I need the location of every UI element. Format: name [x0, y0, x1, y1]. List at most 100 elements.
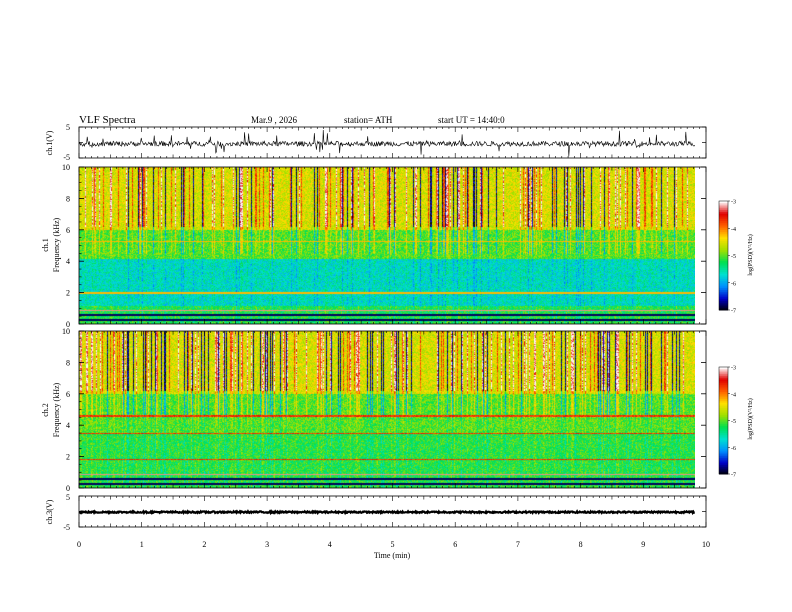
colorbar-segment	[719, 248, 728, 251]
colorbar-segment	[719, 295, 728, 298]
colorbar-segment	[719, 255, 728, 258]
ch2-freq-ylabel: Frequency (kHz)	[52, 382, 61, 437]
colorbar-segment	[719, 377, 728, 380]
colorbar-segment	[719, 260, 728, 264]
freq-tick-label: 4	[66, 421, 70, 430]
colorbar-segment	[719, 388, 728, 391]
colorbar-segment	[719, 465, 728, 468]
colorbar-segment	[719, 224, 728, 227]
colorbar-segment	[719, 386, 728, 389]
time-tick-label: 5	[391, 540, 395, 549]
spectrogram-image	[79, 167, 695, 324]
start-time-label: start UT = 14:40:0	[438, 115, 505, 125]
colorbar-segment	[719, 215, 728, 218]
colorbar-segment	[719, 271, 728, 275]
colorbar-segment	[719, 415, 728, 418]
freq-tick-label: 2	[66, 453, 70, 462]
time-axis-label: Time (min)	[374, 551, 411, 560]
colorbar-segment	[719, 299, 728, 302]
colorbar-segment	[719, 240, 728, 244]
ch2-colorbar-label: log(PSD)(V²/Hz)	[747, 398, 754, 439]
ch1-ylabel: ch.1(V)	[45, 130, 54, 155]
colorbar-tick-label: -4	[731, 227, 736, 233]
colorbar-segment	[719, 266, 728, 269]
ch2-channel-label: ch.2	[41, 403, 50, 417]
ch1-ytick-bottom: -5	[63, 153, 70, 162]
colorbar-segment	[719, 466, 728, 470]
colorbar-segment	[719, 438, 728, 441]
station-label: station= ATH	[344, 115, 393, 125]
colorbar-segment	[719, 226, 728, 229]
colorbar-segment	[719, 250, 728, 253]
colorbar-segment	[719, 449, 728, 452]
colorbar-segment	[719, 436, 728, 439]
freq-tick-label: 0	[66, 484, 70, 493]
freq-tick-label: 0	[66, 320, 70, 329]
ch1-freq-ylabel: Frequency (kHz)	[52, 217, 61, 272]
colorbar-segment	[719, 270, 728, 273]
time-tick-label: 3	[265, 540, 269, 549]
colorbar-segment	[719, 425, 728, 429]
colorbar-tick-label: -4	[731, 392, 736, 398]
colorbar-segment	[719, 220, 728, 224]
colorbar-segment	[719, 217, 728, 220]
colorbar-segment	[719, 424, 728, 427]
colorbar-segment	[719, 413, 728, 416]
colorbar-segment	[719, 459, 728, 463]
colorbar-segment	[719, 233, 728, 237]
colorbar-segment	[719, 242, 728, 246]
colorbar-segment	[719, 375, 728, 379]
colorbar-segment	[719, 367, 728, 370]
colorbar-segment	[719, 368, 728, 372]
ch3-waveform	[78, 495, 706, 528]
colorbar-segment	[719, 431, 728, 434]
ch1-colorbar: -3 -4 -5 -6 -7	[718, 200, 736, 315]
colorbar-segment	[719, 262, 728, 266]
colorbar-segment	[719, 470, 728, 473]
colorbar-segment	[719, 434, 728, 438]
colorbar-segment	[719, 202, 728, 206]
colorbar-segment	[719, 300, 728, 304]
colorbar-segment	[719, 450, 728, 454]
freq-tick-label: 8	[66, 358, 70, 367]
ch2-colorbar: -3 -4 -5 -6 -7	[718, 366, 736, 479]
colorbar-tick-label: -7	[731, 309, 736, 315]
colorbar-segment	[719, 379, 728, 382]
colorbar-segment	[719, 397, 728, 400]
colorbar-segment	[719, 213, 728, 217]
colorbar-segment	[719, 390, 728, 393]
colorbar-segment	[719, 246, 728, 249]
colorbar-segment	[719, 204, 728, 207]
colorbar-segment	[719, 282, 728, 286]
colorbar-segment	[719, 277, 728, 280]
ch1-waveform	[78, 126, 706, 159]
ch3-ytick-bottom: -5	[63, 523, 70, 532]
time-tick-label: 6	[453, 540, 457, 549]
figure-title: VLF Spectra	[79, 114, 136, 126]
colorbar-segment	[719, 279, 728, 282]
colorbar-segment	[719, 432, 728, 436]
colorbar-segment	[719, 230, 728, 233]
colorbar-segment	[719, 253, 728, 256]
time-tick-label: 2	[202, 540, 206, 549]
colorbar-segment	[719, 409, 728, 413]
colorbar-segment	[719, 399, 728, 402]
colorbar-segment	[719, 457, 728, 461]
colorbar-segment	[719, 211, 728, 215]
spectrogram-image	[79, 331, 695, 488]
colorbar-segment	[719, 429, 728, 432]
colorbar-segment	[719, 308, 728, 311]
colorbar-segment	[719, 268, 728, 271]
colorbar-segment	[719, 201, 728, 204]
colorbar-tick-label: -7	[731, 473, 736, 479]
colorbar-segment	[719, 228, 728, 231]
colorbar-segment	[719, 222, 728, 226]
colorbar-segment	[719, 208, 728, 211]
ch1-ytick-top: 5	[66, 123, 70, 132]
colorbar-segment	[719, 237, 728, 240]
colorbar-tick-label: -3	[731, 366, 736, 372]
time-tick-label: 8	[579, 540, 583, 549]
colorbar-segment	[719, 235, 728, 238]
